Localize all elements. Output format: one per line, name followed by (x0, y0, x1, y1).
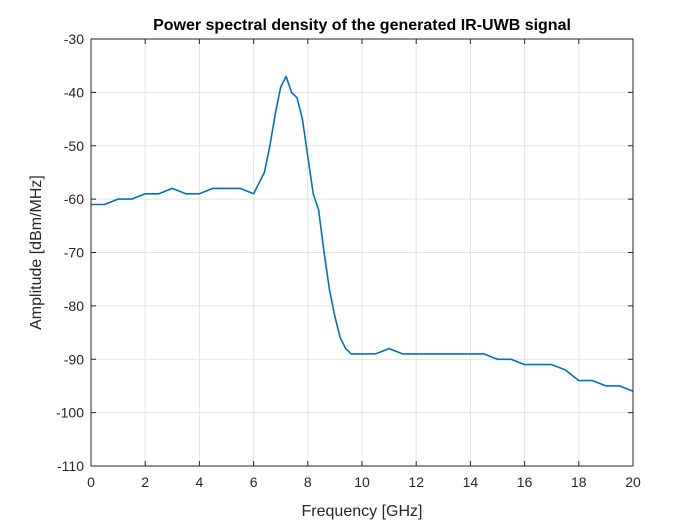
y-tick-label: -110 (57, 458, 84, 474)
y-tick-label: -30 (64, 31, 84, 47)
y-tick-label: -100 (56, 405, 84, 421)
x-tick-label: 4 (196, 474, 204, 490)
x-tick-label: 10 (354, 474, 370, 490)
x-axis-label: Frequency [GHz] (302, 503, 423, 520)
x-tick-label: 14 (463, 474, 479, 490)
x-tick-label: 18 (571, 474, 587, 490)
y-tick-label: -40 (64, 84, 84, 100)
x-tick-label: 20 (625, 474, 641, 490)
psd-series-line (91, 75, 634, 393)
y-tick-label: -70 (64, 245, 84, 261)
x-tick-label: 8 (304, 474, 312, 490)
y-tick-label: -90 (64, 351, 84, 367)
x-tick-label: 12 (408, 474, 424, 490)
ticks: 0 2 4 6 8 10 12 14 16 18 20 -110 -100 -90 -80 -70 -60 -50… (56, 31, 641, 490)
x-tick-label: 16 (517, 474, 533, 490)
x-tick-label: 6 (250, 474, 258, 490)
y-tick-label: -80 (64, 298, 84, 314)
plot-lines (91, 75, 634, 393)
y-tick-label: -50 (64, 138, 84, 154)
chart-title: Power spectral density of the generated … (153, 17, 571, 34)
x-tick-label: 2 (141, 474, 149, 490)
x-tick-label: 0 (87, 474, 95, 490)
y-axis-label: Amplitude [dBm/MHz] (28, 175, 45, 330)
y-tick-label: -60 (64, 191, 84, 207)
